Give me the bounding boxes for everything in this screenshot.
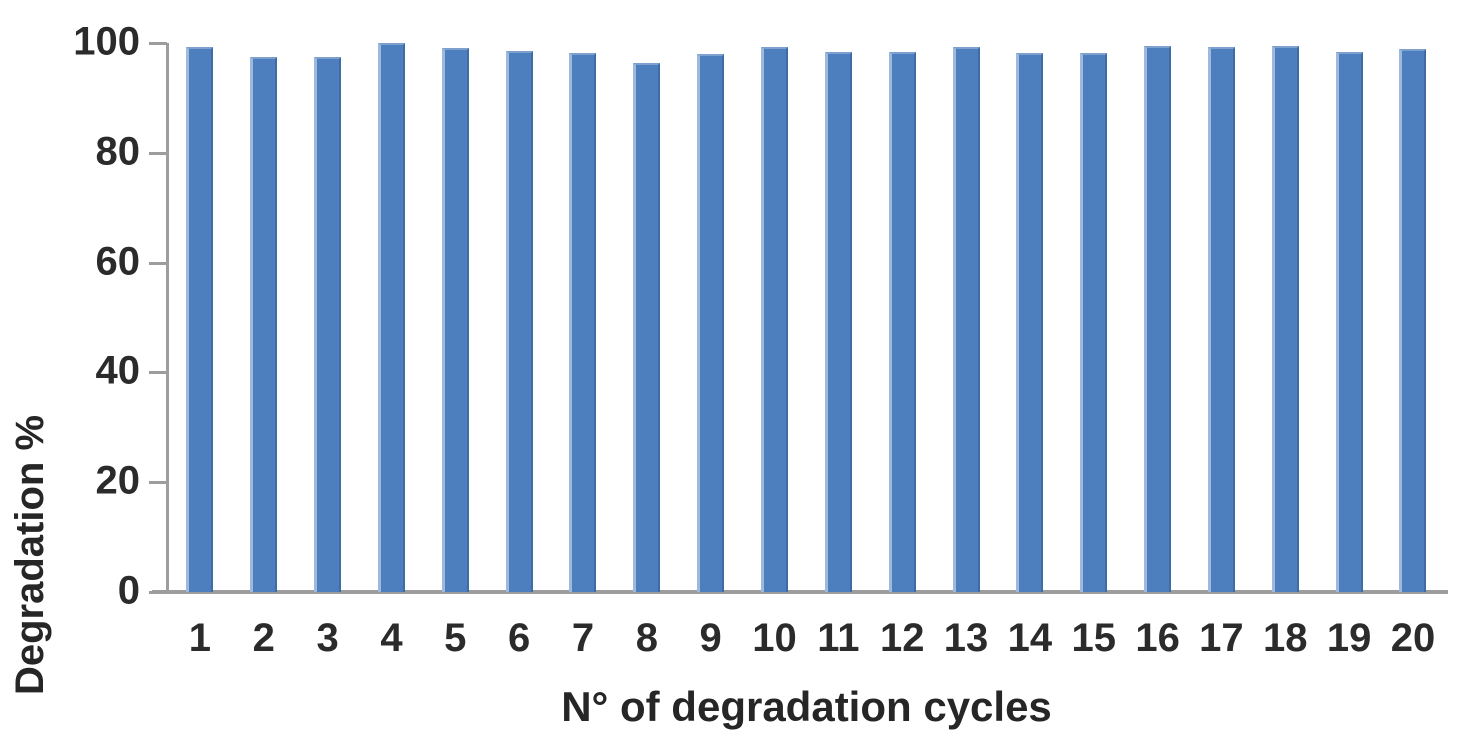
bar-series bbox=[168, 43, 1445, 592]
bar-slot bbox=[615, 43, 679, 592]
bar-cycle-16 bbox=[1144, 45, 1172, 592]
plot-area bbox=[168, 43, 1445, 592]
bar-slot bbox=[487, 43, 551, 592]
y-tick-label: 20 bbox=[95, 458, 141, 503]
bar-slot bbox=[934, 43, 998, 592]
bar-slot bbox=[998, 43, 1062, 592]
x-tick-label: 5 bbox=[444, 616, 467, 660]
bar-slot bbox=[360, 43, 424, 592]
y-tick-mark bbox=[149, 481, 167, 485]
x-tick-label: 10 bbox=[752, 616, 797, 660]
bar-slot bbox=[1253, 43, 1317, 592]
y-axis-line bbox=[166, 43, 169, 592]
bar-cycle-18 bbox=[1271, 45, 1299, 592]
bar-cycle-1 bbox=[186, 46, 214, 592]
bar-cycle-4 bbox=[377, 43, 405, 592]
bar-cycle-11 bbox=[824, 51, 852, 592]
y-tick-label: 40 bbox=[95, 348, 141, 393]
bar-slot bbox=[1190, 43, 1254, 592]
bar-slot bbox=[168, 43, 232, 592]
bar-cycle-2 bbox=[250, 56, 278, 592]
y-tick-label: 0 bbox=[117, 568, 140, 613]
bar-slot bbox=[1317, 43, 1381, 592]
y-tick-mark bbox=[149, 151, 167, 155]
x-tick-label: 7 bbox=[571, 616, 595, 660]
bar-cycle-19 bbox=[1335, 51, 1363, 592]
bar-cycle-12 bbox=[888, 51, 916, 592]
bar-slot bbox=[232, 43, 296, 592]
x-tick-label: 9 bbox=[699, 616, 722, 660]
x-tick-label: 17 bbox=[1199, 616, 1244, 660]
x-axis-labels: 1 2 3 4 5 6 7 8 9 10 11 12 13 14 15 16 17 18 19 20 bbox=[168, 618, 1445, 658]
y-tick-label: 100 bbox=[73, 19, 140, 64]
bar-slot bbox=[679, 43, 743, 592]
bar-cycle-7 bbox=[569, 52, 597, 592]
bar-cycle-13 bbox=[952, 46, 980, 592]
bar-cycle-20 bbox=[1399, 49, 1427, 592]
x-tick-label: 18 bbox=[1263, 616, 1308, 660]
bar-cycle-6 bbox=[505, 50, 533, 592]
x-axis-title: N° of degradation cycles bbox=[561, 683, 1052, 730]
bar-slot bbox=[743, 43, 807, 592]
bar-slot bbox=[870, 43, 934, 592]
bar-slot bbox=[1381, 43, 1445, 592]
bar-slot bbox=[1126, 43, 1190, 592]
bar-slot bbox=[806, 43, 870, 592]
y-tick-mark bbox=[149, 371, 167, 375]
bar-cycle-5 bbox=[441, 47, 469, 592]
bar-slot bbox=[1062, 43, 1126, 592]
bar-cycle-10 bbox=[761, 46, 789, 592]
x-tick-label: 14 bbox=[1007, 616, 1053, 660]
x-tick-label: 19 bbox=[1326, 616, 1372, 660]
x-tick-label: 16 bbox=[1135, 616, 1180, 660]
bar-cycle-14 bbox=[1016, 52, 1044, 592]
bar-cycle-3 bbox=[314, 56, 342, 592]
y-tick-label: 80 bbox=[95, 129, 141, 174]
x-tick-label: 8 bbox=[635, 616, 658, 660]
x-tick-label: 3 bbox=[316, 616, 339, 660]
bar-slot bbox=[423, 43, 487, 592]
x-tick-label: 15 bbox=[1071, 616, 1116, 660]
y-tick-mark bbox=[149, 261, 167, 265]
bar-cycle-15 bbox=[1080, 52, 1108, 592]
x-tick-label: 4 bbox=[380, 616, 403, 660]
x-tick-label: 11 bbox=[817, 616, 860, 660]
y-tick-mark bbox=[149, 591, 167, 594]
bar-cycle-9 bbox=[697, 53, 725, 592]
bar-cycle-8 bbox=[633, 62, 661, 592]
x-tick-label: 20 bbox=[1390, 616, 1436, 660]
x-tick-label: 12 bbox=[879, 616, 925, 660]
bar-cycle-17 bbox=[1207, 46, 1235, 592]
bar-slot bbox=[551, 43, 615, 592]
x-tick-label: 2 bbox=[252, 616, 275, 660]
x-tick-label: 1 bbox=[188, 616, 212, 660]
bar-slot bbox=[296, 43, 360, 592]
x-tick-label: 13 bbox=[943, 616, 989, 660]
x-axis-line bbox=[152, 590, 1448, 594]
y-tick-label: 60 bbox=[95, 238, 141, 283]
y-tick-mark bbox=[149, 42, 167, 45]
x-tick-label: 6 bbox=[508, 616, 531, 660]
